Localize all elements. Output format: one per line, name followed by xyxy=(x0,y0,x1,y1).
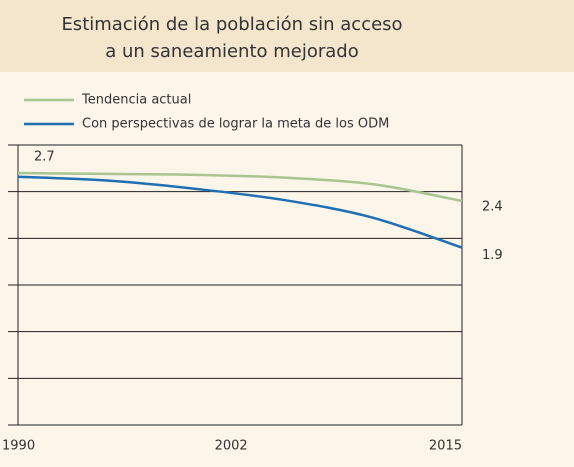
data-label: 1.9 xyxy=(482,248,503,263)
legend-label: Con perspectivas de lograr la meta de lo… xyxy=(82,117,389,132)
title-band xyxy=(0,0,574,72)
x-tick-label: 2002 xyxy=(215,439,248,454)
x-tick-label: 2015 xyxy=(429,439,462,454)
chart-title: a un saneamiento mejorado xyxy=(105,41,359,62)
data-label: 2.7 xyxy=(34,150,55,165)
data-label: 2.4 xyxy=(482,200,503,215)
series-line xyxy=(17,171,463,203)
series-line xyxy=(17,175,463,249)
chart-title: Estimación de la población sin acceso xyxy=(61,14,402,35)
legend-label: Tendencia actual xyxy=(81,93,191,108)
x-tick-label: 1990 xyxy=(2,439,35,454)
